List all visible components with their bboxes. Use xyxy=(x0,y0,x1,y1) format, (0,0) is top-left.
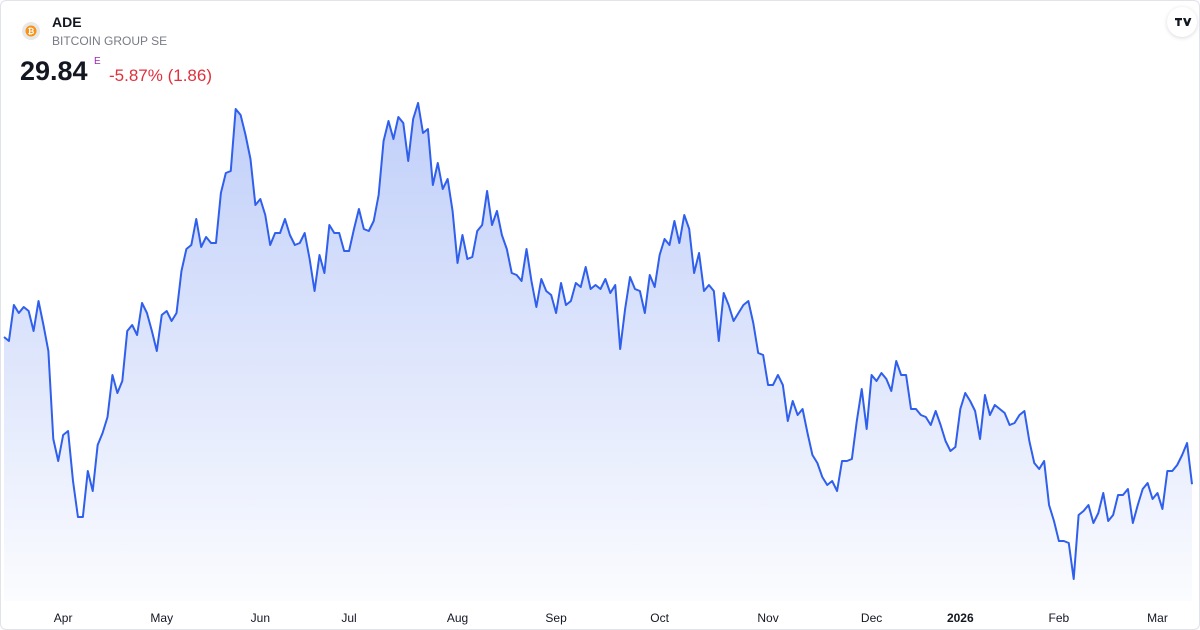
x-tick-label: Nov xyxy=(757,611,778,625)
x-tick-label: Jul xyxy=(341,611,356,625)
x-tick-label: Sep xyxy=(545,611,567,625)
company-name: BITCOIN GROUP SE xyxy=(52,34,168,48)
price: 29.84 xyxy=(20,56,88,86)
price-change: -5.87% (1.86) xyxy=(109,66,212,85)
tradingview-logo[interactable] xyxy=(1167,7,1197,37)
x-tick-label: Aug xyxy=(447,611,468,625)
x-tick-label: Oct xyxy=(650,611,669,625)
symbol: ADE xyxy=(52,14,82,30)
x-tick-label: Dec xyxy=(861,611,882,625)
area-fill xyxy=(4,103,1192,601)
x-tick-label: Mar xyxy=(1147,611,1168,625)
x-tick-label: May xyxy=(150,611,173,625)
price-line xyxy=(3,102,1193,580)
x-tick-label: Feb xyxy=(1049,611,1070,625)
x-tick-label: Jun xyxy=(251,611,270,625)
symbol-logo: ₿ xyxy=(22,22,40,40)
x-tick-label: Apr xyxy=(54,611,73,625)
x-tick-label: 2026 xyxy=(947,611,974,625)
tv-icon xyxy=(1175,18,1192,26)
svg-text:₿: ₿ xyxy=(28,27,35,36)
exchange-flag: E xyxy=(94,56,101,67)
